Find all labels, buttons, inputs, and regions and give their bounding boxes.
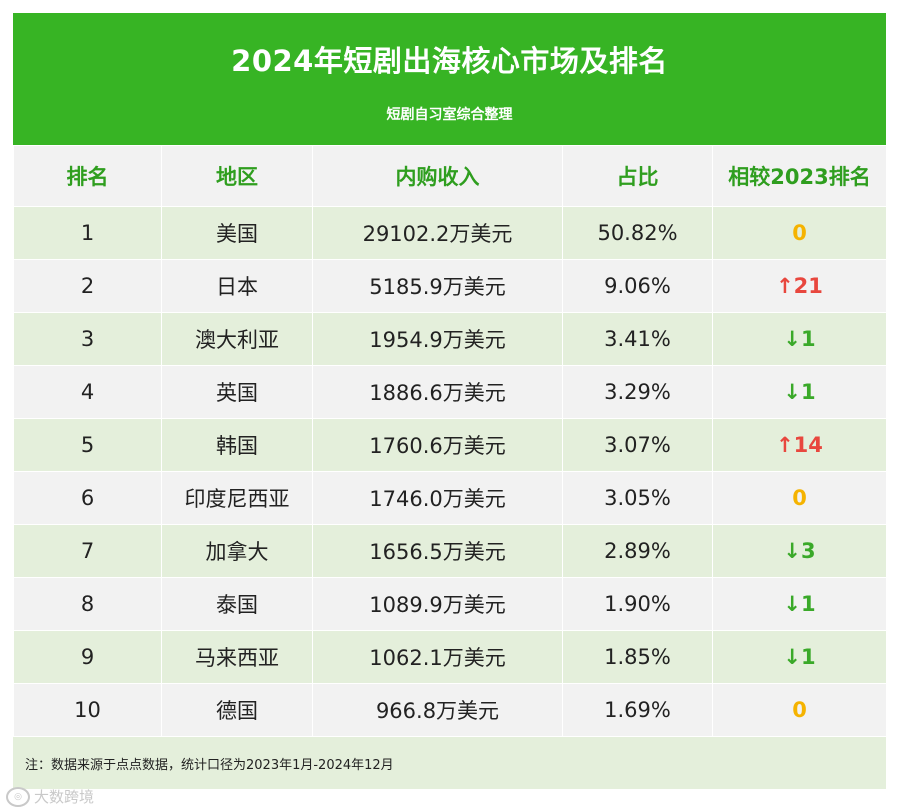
watermark-text: 大数跨境 [34,788,95,806]
cell-share: 1.90% [562,577,713,631]
cell-region: 泰国 [161,577,313,631]
cell-share: 3.41% [562,312,713,366]
ranking-sheet: 2024年短剧出海核心市场及排名 短剧自习室综合整理 排名 地区 内购收入 占比… [13,13,887,789]
cell-revenue: 966.8万美元 [312,683,563,737]
cell-rank: 10 [13,683,162,737]
cell-rank: 4 [13,365,162,419]
column-header-change: 相较2023排名 [712,145,887,207]
cell-rank-change: ↓1 [712,630,887,684]
table-row: 5 韩国 1760.6万美元 3.07% ↑14 [13,418,887,472]
page-subtitle: 短剧自习室综合整理 [386,107,513,123]
cell-rank: 3 [13,312,162,366]
cell-revenue: 29102.2万美元 [312,206,563,260]
table-row: 9 马来西亚 1062.1万美元 1.85% ↓1 [13,630,887,684]
cell-share: 50.82% [562,206,713,260]
cell-share: 2.89% [562,524,713,578]
table-row: 8 泰国 1089.9万美元 1.90% ↓1 [13,577,887,631]
cell-rank: 2 [13,259,162,313]
table-row: 4 英国 1886.6万美元 3.29% ↓1 [13,365,887,419]
cell-rank-change: ↑14 [712,418,887,472]
cell-rank: 7 [13,524,162,578]
cell-region: 美国 [161,206,313,260]
cell-rank-change: ↓1 [712,365,887,419]
cell-rank-change: ↓3 [712,524,887,578]
cell-revenue: 1062.1万美元 [312,630,563,684]
cell-revenue: 1656.5万美元 [312,524,563,578]
cell-revenue: 1886.6万美元 [312,365,563,419]
cell-rank-change: ↓1 [712,577,887,631]
table-row: 7 加拿大 1656.5万美元 2.89% ↓3 [13,524,887,578]
cell-revenue: 1089.9万美元 [312,577,563,631]
cell-rank: 5 [13,418,162,472]
watermark: ◎ 大数跨境 [6,786,94,807]
cell-rank-change: 0 [712,471,887,525]
cell-rank: 1 [13,206,162,260]
cell-share: 9.06% [562,259,713,313]
column-header-revenue: 内购收入 [312,145,563,207]
cell-rank-change: 0 [712,683,887,737]
table-header-row: 排名 地区 内购收入 占比 相较2023排名 [13,145,887,207]
source-note-text: 注：数据来源于点点数据，统计口径为2023年1月-2024年12月 [25,757,394,773]
cell-share: 3.05% [562,471,713,525]
source-note: 注：数据来源于点点数据，统计口径为2023年1月-2024年12月 [13,737,886,789]
cell-share: 1.85% [562,630,713,684]
column-header-share: 占比 [562,145,713,207]
cell-rank: 9 [13,630,162,684]
table-body: 1 美国 29102.2万美元 50.82% 0 2 日本 5185.9万美元 9.06% ↑21… [13,206,887,737]
table-row: 3 澳大利亚 1954.9万美元 3.41% ↓1 [13,312,887,366]
cell-region: 加拿大 [161,524,313,578]
table-row: 6 印度尼西亚 1746.0万美元 3.05% 0 [13,471,887,525]
column-header-region: 地区 [161,145,313,207]
cell-rank: 6 [13,471,162,525]
dashuju-logo-icon: ◎ [6,786,30,807]
cell-rank-change: 0 [712,206,887,260]
cell-revenue: 1760.6万美元 [312,418,563,472]
market-ranking-table: 排名 地区 内购收入 占比 相较2023排名 1 美国 29102.2万美元 50.8… [13,145,887,737]
cell-revenue: 5185.9万美元 [312,259,563,313]
cell-region: 马来西亚 [161,630,313,684]
cell-revenue: 1954.9万美元 [312,312,563,366]
cell-rank: 8 [13,577,162,631]
cell-share: 1.69% [562,683,713,737]
cell-region: 澳大利亚 [161,312,313,366]
cell-rank-change: ↓1 [712,312,887,366]
cell-region: 印度尼西亚 [161,471,313,525]
cell-rank-change: ↑21 [712,259,887,313]
cell-share: 3.07% [562,418,713,472]
table-row: 2 日本 5185.9万美元 9.06% ↑21 [13,259,887,313]
table-row: 1 美国 29102.2万美元 50.82% 0 [13,206,887,260]
cell-share: 3.29% [562,365,713,419]
column-header-rank: 排名 [13,145,162,207]
cell-region: 英国 [161,365,313,419]
cell-region: 韩国 [161,418,313,472]
cell-region: 德国 [161,683,313,737]
cell-revenue: 1746.0万美元 [312,471,563,525]
title-banner: 2024年短剧出海核心市场及排名 短剧自习室综合整理 [13,13,886,145]
table-row: 10 德国 966.8万美元 1.69% 0 [13,683,887,737]
cell-region: 日本 [161,259,313,313]
page-title: 2024年短剧出海核心市场及排名 [231,44,668,78]
